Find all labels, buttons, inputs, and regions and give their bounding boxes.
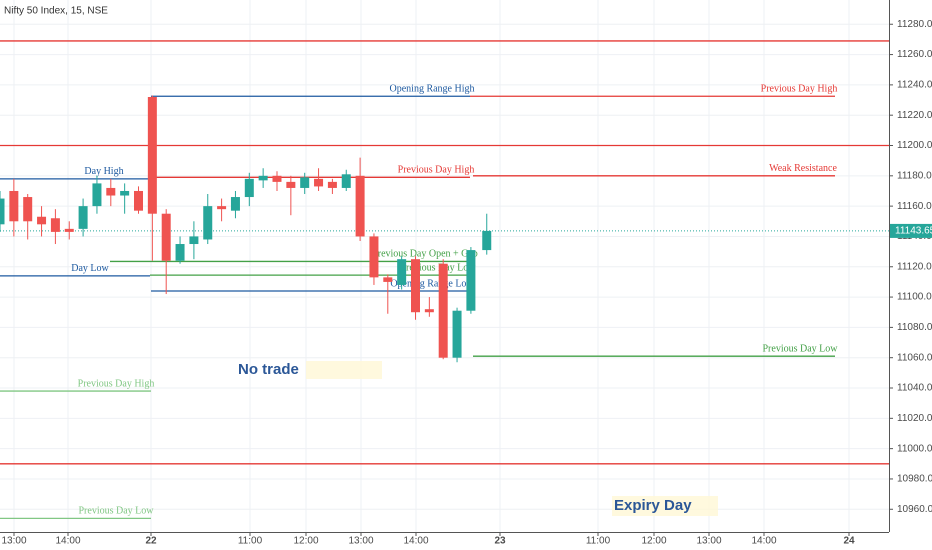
chart-title: Nifty 50 Index, 15, NSE bbox=[4, 6, 108, 17]
level-label: Previous Day Open + Gap bbox=[372, 249, 478, 260]
x-tick-label: 22 bbox=[145, 536, 157, 547]
y-tick-label: 11280.00 bbox=[897, 19, 932, 30]
candle-body bbox=[369, 236, 379, 278]
level-label: Previous Day Low bbox=[763, 343, 839, 354]
y-tick-label: 11260.00 bbox=[897, 49, 932, 60]
x-tick-label: 11:00 bbox=[238, 536, 263, 547]
level-label: Previous Day Low bbox=[79, 506, 155, 517]
x-tick-label: 13:00 bbox=[1, 536, 26, 547]
y-tick-label: 11040.00 bbox=[897, 383, 932, 394]
y-tick-label: 11080.00 bbox=[897, 322, 932, 333]
annotation-bg bbox=[612, 496, 718, 516]
candle-body bbox=[106, 187, 116, 196]
candle-body bbox=[411, 259, 420, 313]
x-tick-label: 13:00 bbox=[696, 536, 721, 547]
level-label: Opening Range Low bbox=[390, 278, 474, 289]
axes: 10960.00 10980.00 11000.00 11020.00 11040.00… bbox=[1, 19, 932, 547]
y-tick-label: 11100.00 bbox=[897, 292, 932, 303]
candle-body bbox=[438, 263, 448, 358]
last-price-box bbox=[890, 223, 932, 238]
level-label: Previous Day High bbox=[78, 378, 155, 389]
y-tick-label: 11200.00 bbox=[897, 140, 932, 151]
y-tick-label: 11000.00 bbox=[897, 443, 932, 454]
level-label: Previous Day High bbox=[761, 84, 838, 95]
level-label: Weak Resistance bbox=[769, 163, 837, 174]
y-tick-label: 11180.00 bbox=[897, 170, 932, 181]
candle-body bbox=[50, 218, 60, 232]
y-tick-label: 11060.00 bbox=[897, 352, 932, 363]
candle-body bbox=[161, 213, 171, 261]
candle-body bbox=[37, 216, 47, 225]
x-tick-label: 14:00 bbox=[751, 536, 776, 547]
candle-body bbox=[355, 175, 365, 237]
candle-body bbox=[466, 250, 476, 311]
level-label: Day Low bbox=[71, 263, 109, 274]
annotation: Expiry Day bbox=[614, 497, 692, 514]
y-tick-label: 10960.00 bbox=[897, 504, 932, 515]
candle-body bbox=[341, 174, 351, 188]
x-tick-label: 11:00 bbox=[586, 536, 611, 547]
candle-body bbox=[78, 206, 88, 229]
candle-body bbox=[286, 181, 296, 188]
level-label: Previous Day High bbox=[398, 165, 475, 176]
candle-body bbox=[23, 197, 33, 222]
candle-body bbox=[9, 190, 19, 222]
y-tick-label: 11220.00 bbox=[897, 110, 932, 121]
x-tick-label: 14:00 bbox=[55, 536, 80, 547]
candle-body bbox=[230, 197, 240, 211]
level-label: Opening Range High bbox=[390, 84, 475, 95]
candle-body bbox=[134, 190, 143, 211]
annotation: No trade bbox=[238, 361, 299, 378]
candle-body bbox=[175, 244, 185, 261]
candle-body bbox=[217, 206, 227, 210]
level-label: Previous Day Low bbox=[401, 262, 477, 273]
candle-body bbox=[482, 230, 492, 251]
x-tick-label: 12:00 bbox=[641, 536, 666, 547]
candle-body bbox=[300, 177, 310, 188]
last-price-label: 11143.65 bbox=[895, 226, 932, 237]
x-tick-label: 23 bbox=[494, 536, 506, 547]
y-tick-label: 11240.00 bbox=[897, 80, 932, 91]
candle-body bbox=[120, 190, 130, 196]
candle-body bbox=[203, 206, 213, 240]
level-label: Day High bbox=[84, 166, 123, 177]
grid bbox=[0, 0, 889, 532]
annotation-bg bbox=[306, 361, 382, 379]
candle-body bbox=[189, 236, 199, 245]
candle-body bbox=[258, 175, 268, 181]
candle-body bbox=[397, 259, 407, 285]
candle-body bbox=[244, 178, 254, 198]
candle-body bbox=[327, 181, 337, 188]
candle-body bbox=[272, 175, 282, 182]
y-tick-label: 11020.00 bbox=[897, 413, 932, 424]
candle-body bbox=[0, 198, 5, 225]
candle-body bbox=[147, 97, 157, 214]
y-tick-label: 11120.00 bbox=[897, 261, 932, 272]
x-tick-label: 13:00 bbox=[348, 536, 373, 547]
y-tick-label: 11160.00 bbox=[897, 201, 932, 212]
x-tick-label: 12:00 bbox=[293, 536, 318, 547]
x-tick-label: 24 bbox=[843, 536, 855, 547]
candle-body bbox=[452, 310, 462, 358]
y-tick-label: 10980.00 bbox=[897, 474, 932, 485]
candle-body bbox=[92, 183, 102, 207]
candle-body bbox=[424, 309, 434, 313]
candles bbox=[0, 95, 492, 363]
x-tick-label: 14:00 bbox=[403, 536, 428, 547]
candle-body bbox=[314, 178, 324, 187]
candle-body bbox=[383, 277, 393, 282]
candle-body bbox=[64, 228, 74, 232]
